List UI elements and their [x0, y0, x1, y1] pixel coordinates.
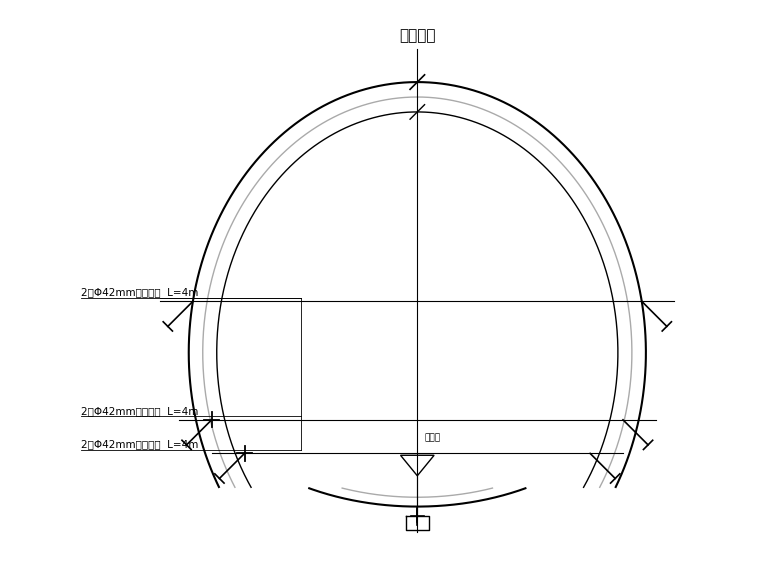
Text: 隧道中线: 隧道中线 [399, 28, 435, 43]
Text: 2根Φ42mm侧脚钢管  L=4m: 2根Φ42mm侧脚钢管 L=4m [81, 406, 199, 416]
Text: 2根Φ42mm侧脚钢管  L=4m: 2根Φ42mm侧脚钢管 L=4m [81, 288, 199, 298]
Text: 桩位板: 桩位板 [425, 433, 441, 442]
Text: 2根Φ42mm侧脚钢管  L=4m: 2根Φ42mm侧脚钢管 L=4m [81, 439, 199, 450]
